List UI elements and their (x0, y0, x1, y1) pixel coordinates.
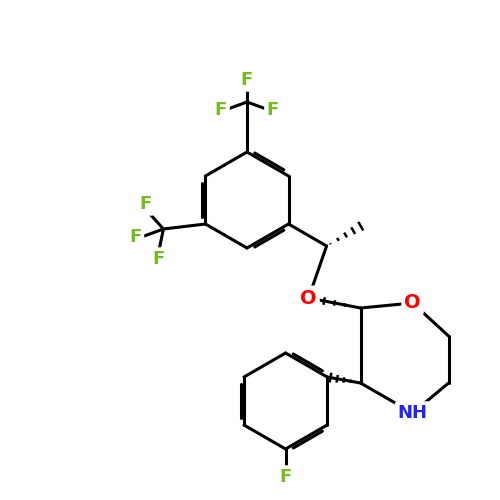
Text: F: F (267, 101, 279, 119)
Text: F: F (140, 195, 151, 213)
Text: F: F (241, 71, 253, 89)
Text: NH: NH (398, 404, 428, 422)
Text: F: F (215, 101, 227, 119)
Text: F: F (130, 228, 141, 246)
Text: O: O (300, 288, 317, 308)
Text: O: O (404, 294, 421, 312)
Text: F: F (152, 250, 164, 268)
Text: F: F (280, 468, 291, 486)
